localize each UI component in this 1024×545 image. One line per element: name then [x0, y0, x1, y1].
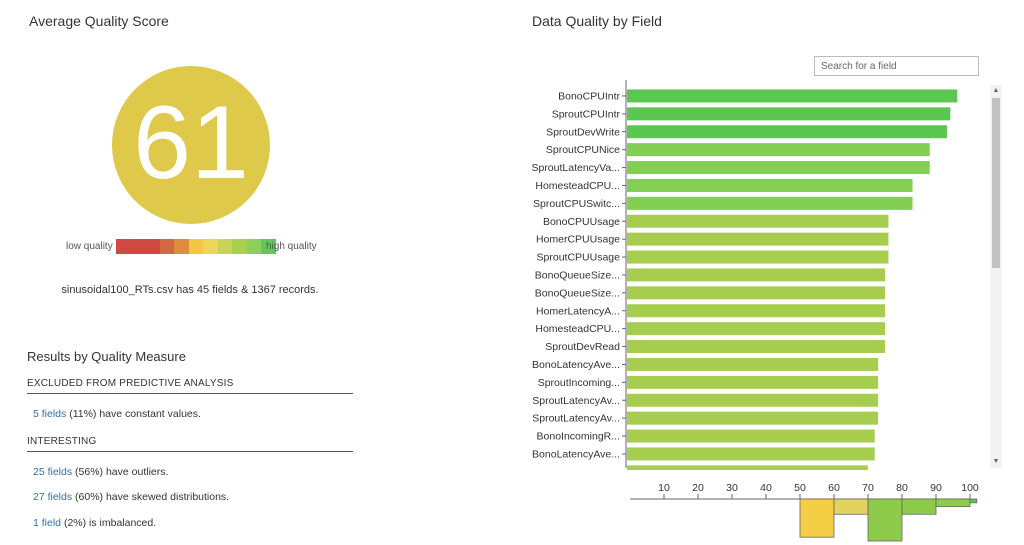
legend-low-label: low quality [66, 241, 113, 252]
histogram-tick-label: 50 [794, 482, 806, 494]
field-quality-bar[interactable] [627, 89, 958, 103]
histogram-tick-label: 20 [692, 482, 704, 494]
field-label: BonoQueueSize... [535, 269, 620, 281]
histogram-tick-label: 100 [961, 482, 979, 494]
histogram-tick-label: 70 [862, 482, 874, 494]
field-quality-bar[interactable] [627, 125, 947, 139]
excluded-measure: 5 fields (11%) have constant values. [33, 408, 201, 420]
field-quality-bar[interactable] [627, 214, 889, 228]
histogram-tick-label: 40 [760, 482, 772, 494]
field-quality-bar[interactable] [627, 268, 885, 282]
excluded-heading: EXCLUDED FROM PREDICTIVE ANALYSIS [27, 378, 353, 394]
field-quality-bar[interactable] [627, 375, 879, 389]
field-label: BonoIncomingR... [537, 431, 620, 443]
field-label: HomesteadCPU... [535, 180, 620, 192]
field-quality-bar[interactable] [627, 107, 951, 121]
field-quality-bar[interactable] [627, 429, 875, 443]
quality-score-value: 61 [133, 85, 249, 201]
outliers-text: (56%) have outliers. [72, 466, 169, 478]
field-quality-bar[interactable] [627, 143, 930, 157]
outliers-fields-link[interactable]: 25 fields [33, 466, 73, 478]
field-label: SproutCPUSwitc... [533, 198, 620, 210]
field-label: BonoCPUIntr [558, 90, 620, 102]
field-label: HomerLatencyA... [536, 305, 620, 317]
color-scale-segment [116, 239, 131, 254]
field-label: BonoQueueSize... [535, 287, 620, 299]
histogram-bar[interactable] [799, 498, 835, 538]
score-distribution-histogram: 10 20 30 40 50 60 70 80 90 100 [630, 482, 979, 542]
field-label: SproutDevWrite [546, 126, 620, 138]
field-quality-bar[interactable] [627, 250, 889, 264]
field-quality-bar[interactable] [627, 465, 868, 470]
field-quality-bar[interactable] [627, 161, 930, 175]
excluded-measure-text: (11%) have constant values. [66, 408, 201, 420]
quality-score-circle: 61 [112, 66, 270, 224]
color-scale-segment [261, 239, 276, 254]
scroll-down-icon[interactable]: ▼ [992, 458, 1000, 465]
average-quality-title: Average Quality Score [29, 13, 169, 29]
field-label: BonoCPUUsage [543, 216, 620, 228]
field-label: BonoLatencyAve... [532, 359, 620, 371]
field-quality-bar[interactable] [627, 232, 889, 246]
color-scale-segment [174, 239, 189, 254]
color-scale-segment [188, 239, 203, 254]
imbalanced-text: (2%) is imbalanced. [61, 517, 157, 529]
field-label: SproutLatencyAv... [532, 395, 620, 407]
field-label: SproutCPUIntr [552, 108, 621, 120]
color-scale-segment [217, 239, 232, 254]
field-label: BonoLatencyAve... [532, 448, 620, 460]
field-label: SproutCPUNice [546, 144, 620, 156]
color-scale-segment [203, 239, 218, 254]
field-label: HomesteadCPU... [535, 323, 620, 335]
histogram-bar[interactable] [833, 498, 869, 515]
imbalanced-fields-link[interactable]: 1 field [33, 517, 62, 529]
measure-outliers: 25 fields (56%) have outliers. [33, 466, 168, 478]
legend-high-label: high quality [266, 241, 317, 252]
scroll-up-icon[interactable]: ▲ [992, 87, 1000, 94]
histogram-tick-label: 30 [726, 482, 738, 494]
field-label: SproutLatencyAv... [532, 413, 620, 425]
field-quality-bar[interactable] [627, 411, 879, 425]
color-scale-segment [130, 239, 145, 254]
field-quality-bar[interactable] [627, 196, 913, 210]
quality-color-scale [116, 239, 276, 254]
histogram-bar[interactable] [867, 498, 903, 542]
chart-scrollbar-thumb[interactable] [992, 98, 1000, 268]
field-quality-bar[interactable] [627, 286, 885, 300]
field-quality-title: Data Quality by Field [532, 13, 662, 29]
field-quality-bar[interactable] [627, 178, 913, 192]
field-label: SproutIncoming... [538, 377, 620, 389]
interesting-heading: INTERESTING [27, 436, 353, 452]
histogram-bar[interactable] [901, 498, 937, 515]
field-quality-bar[interactable] [627, 322, 885, 336]
color-scale-segment [232, 239, 247, 254]
field-quality-bar-chart: BonoCPUIntr SproutCPUIntr SproutDevWrite Sp… [531, 80, 958, 470]
skewed-text: (60%) have skewed distributions. [72, 491, 230, 503]
field-label: SproutCPUUsage [537, 252, 621, 264]
histogram-tick-label: 90 [930, 482, 942, 494]
measure-skewed: 27 fields (60%) have skewed distribution… [33, 491, 229, 503]
field-quality-bar[interactable] [627, 340, 885, 354]
measure-imbalanced: 1 field (2%) is imbalanced. [33, 517, 156, 529]
histogram-bar[interactable] [935, 498, 971, 508]
color-scale-segment [246, 239, 261, 254]
skewed-fields-link[interactable]: 27 fields [33, 491, 73, 503]
histogram-tick-label: 60 [828, 482, 840, 494]
field-quality-bar[interactable] [627, 357, 879, 371]
field-quality-bar[interactable] [627, 447, 875, 461]
dataset-summary: sinusoidal100_RTs.csv has 45 fields & 13… [61, 284, 319, 296]
excluded-fields-link[interactable]: 5 fields [33, 408, 67, 420]
histogram-tick-label: 80 [896, 482, 908, 494]
histogram-bar[interactable] [969, 498, 978, 504]
field-label: SproutDevRead [545, 341, 620, 353]
field-label: HomerCPUUsage [536, 234, 620, 246]
field-quality-bar[interactable] [627, 393, 879, 407]
color-scale-segment [159, 239, 174, 254]
results-title: Results by Quality Measure [27, 349, 186, 364]
field-label: SproutLatencyVa... [531, 162, 620, 174]
color-scale-segment [145, 239, 160, 254]
field-quality-bar[interactable] [627, 304, 885, 318]
field-search-input[interactable] [814, 56, 979, 76]
histogram-tick-label: 10 [658, 482, 670, 494]
